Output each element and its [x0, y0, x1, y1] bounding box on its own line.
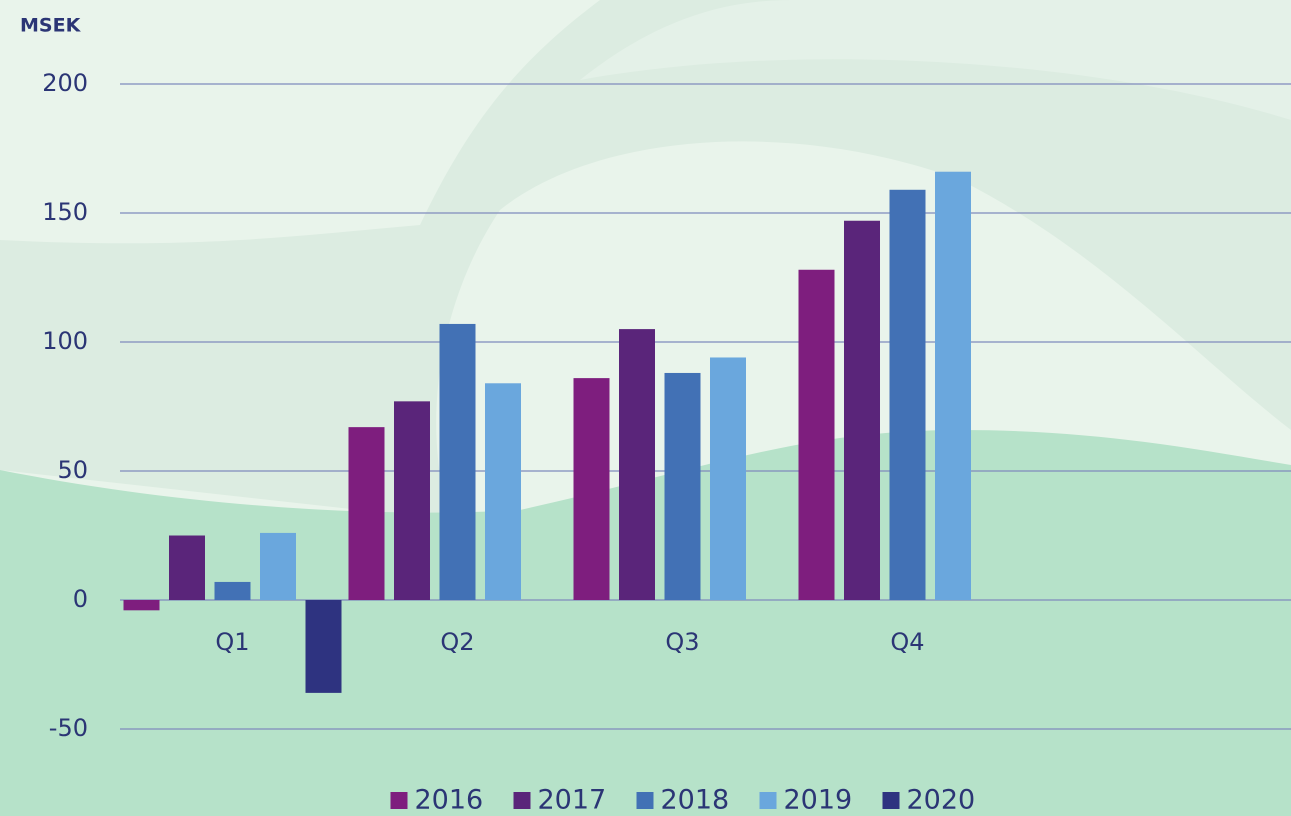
- bar: [710, 357, 746, 600]
- bar: [799, 270, 835, 600]
- bar: [169, 536, 205, 601]
- x-tick-label: Q4: [890, 628, 924, 656]
- legend-label: 2016: [415, 785, 484, 816]
- y-tick-label: 200: [42, 69, 88, 97]
- bar: [260, 533, 296, 600]
- bar: [440, 324, 476, 600]
- bar: [349, 427, 385, 600]
- y-tick-label: -50: [49, 714, 88, 742]
- bar: [619, 329, 655, 600]
- bar: [844, 221, 880, 600]
- x-tick-label: Q2: [440, 628, 474, 656]
- legend-label: 2019: [784, 785, 853, 816]
- bar: [574, 378, 610, 600]
- legend-label: 2018: [661, 785, 730, 816]
- y-tick-label: 50: [57, 456, 88, 484]
- y-tick-label: 150: [42, 198, 88, 226]
- bar: [306, 600, 342, 693]
- bar: [665, 373, 701, 600]
- bar: [485, 383, 521, 600]
- bar: [935, 172, 971, 600]
- legend-swatch: [760, 792, 777, 809]
- bar: [215, 582, 251, 600]
- y-axis-label: MSEK: [20, 15, 82, 37]
- legend-swatch: [883, 792, 900, 809]
- legend-label: 2020: [907, 785, 976, 816]
- x-tick-label: Q3: [665, 628, 699, 656]
- y-tick-label: 0: [73, 585, 88, 613]
- bar: [890, 190, 926, 600]
- legend-swatch: [514, 792, 531, 809]
- legend-swatch: [637, 792, 654, 809]
- x-tick-label: Q1: [215, 628, 249, 656]
- y-tick-label: 100: [42, 327, 88, 355]
- bar: [394, 401, 430, 600]
- legend-label: 2017: [538, 785, 607, 816]
- legend-swatch: [391, 792, 408, 809]
- bar: [124, 600, 160, 610]
- chart: MSEK -50 0 50 100 150 200 Q1 Q2 Q3 Q4 2016 2017 2018…: [0, 0, 1291, 816]
